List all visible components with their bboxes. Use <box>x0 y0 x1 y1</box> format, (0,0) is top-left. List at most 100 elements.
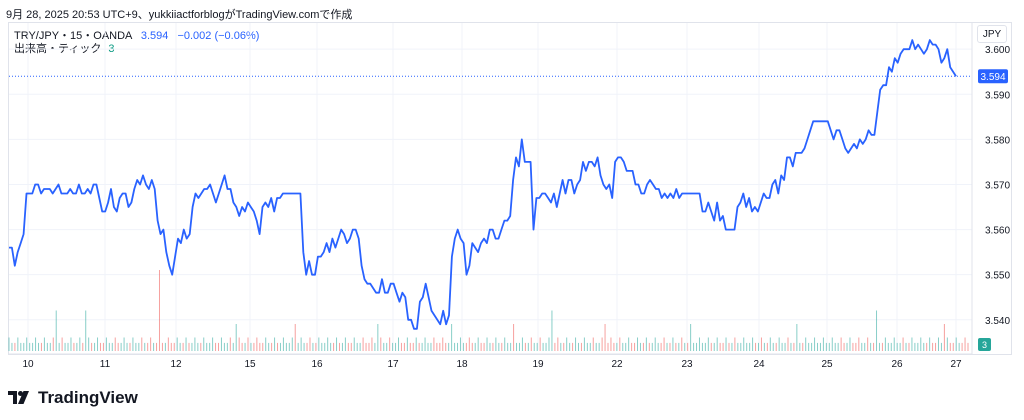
volume-bar <box>43 337 45 351</box>
volume-bar <box>108 342 110 351</box>
last-price-tag-label: 3.594 <box>980 72 1005 83</box>
volume-bar <box>129 342 131 351</box>
volume-bar <box>359 342 361 351</box>
volume-bar <box>607 342 609 351</box>
volume-bar <box>347 342 349 351</box>
volume-bar <box>713 342 715 351</box>
volume-bar <box>412 342 414 351</box>
volume-bar <box>822 337 824 351</box>
volume-bar <box>383 342 385 351</box>
volume-bar <box>91 342 93 351</box>
volume-bar <box>896 342 898 351</box>
volume-bar <box>268 342 270 351</box>
volume-bar <box>492 342 494 351</box>
volume-bar <box>23 342 25 351</box>
volume-bar <box>386 342 388 351</box>
volume-bar <box>575 337 577 351</box>
volume-bar <box>911 337 913 351</box>
volume-bar <box>421 342 423 351</box>
volume-bar <box>161 342 163 351</box>
volume-bar <box>445 342 447 351</box>
volume-bar <box>392 342 394 351</box>
volume-bar <box>648 342 650 351</box>
volume-bar <box>964 337 966 351</box>
volume-bar <box>539 337 541 351</box>
volume-bar <box>424 337 426 351</box>
currency-button[interactable]: JPY <box>977 25 1007 43</box>
volume-bar <box>259 342 261 351</box>
time-axis-label: 26 <box>891 359 903 370</box>
volume-bar <box>203 337 205 351</box>
volume-bar <box>250 342 252 351</box>
volume-bar <box>209 342 211 351</box>
volume-bar <box>728 342 730 351</box>
volume-bar <box>40 342 42 351</box>
volume-bar <box>274 337 276 351</box>
volume-bar <box>153 342 155 351</box>
volume-bar <box>67 342 69 351</box>
volume-bar <box>477 337 479 351</box>
volume-bar <box>406 337 408 351</box>
volume-bar <box>350 342 352 351</box>
volume-bar <box>828 342 830 351</box>
volume-bar <box>645 337 647 351</box>
volume-bar <box>194 337 196 351</box>
volume-bar <box>468 337 470 351</box>
volume-bar <box>327 337 329 351</box>
volume-bar <box>657 342 659 351</box>
volume-bar <box>837 342 839 351</box>
volume-bar <box>164 342 166 351</box>
volume-bar <box>365 342 367 351</box>
volume-bar <box>282 337 284 351</box>
volume-bar <box>454 342 456 351</box>
volume-bar <box>294 324 296 351</box>
volume-bar <box>563 342 565 351</box>
volume-bar <box>415 337 417 351</box>
volume-bar <box>262 342 264 351</box>
volume-bar <box>819 342 821 351</box>
volume-bar <box>297 342 299 351</box>
volume-bar <box>94 342 96 351</box>
time-axis-label: 12 <box>170 359 182 370</box>
volume-bar <box>725 337 727 351</box>
volume-bar <box>480 342 482 351</box>
volume-bar <box>884 337 886 351</box>
volume-bar <box>200 342 202 351</box>
volume-bar <box>817 342 819 351</box>
price-axis-label: 3.550 <box>985 271 1010 282</box>
volume-bar <box>465 342 467 351</box>
price-axis-label: 3.600 <box>985 45 1010 56</box>
volume-bar <box>707 337 709 351</box>
volume-bar <box>840 337 842 351</box>
symbol-legend[interactable]: TRY/JPY・15・OANDA 3.594 −0.002 (−0.06%) <box>14 27 259 43</box>
volume-bar <box>781 342 783 351</box>
volume-bar <box>814 337 816 351</box>
volume-bar <box>144 342 146 351</box>
volume-bar <box>634 342 636 351</box>
volume-bar <box>306 342 308 351</box>
volume-bar <box>639 342 641 351</box>
volume-bar <box>589 342 591 351</box>
volume-bar <box>619 337 621 351</box>
volume-bar <box>356 342 358 351</box>
volume-bar <box>433 337 435 351</box>
volume-bar <box>808 342 810 351</box>
volume-bar <box>501 342 503 351</box>
volume-bar <box>757 342 759 351</box>
volume-bar <box>932 342 934 351</box>
volume-bar <box>338 342 340 351</box>
volume-bar <box>486 337 488 351</box>
volume-bar <box>341 342 343 351</box>
volume-bar <box>344 337 346 351</box>
volume-bar <box>687 342 689 351</box>
volume-bar <box>188 342 190 351</box>
volume-bar <box>32 342 34 351</box>
volume-bar <box>265 337 267 351</box>
volume-bar <box>223 342 225 351</box>
volume-bar <box>380 337 382 351</box>
volume-bar <box>696 342 698 351</box>
volume-bar <box>825 342 827 351</box>
price-line <box>9 39 957 330</box>
volume-bar <box>524 342 526 351</box>
